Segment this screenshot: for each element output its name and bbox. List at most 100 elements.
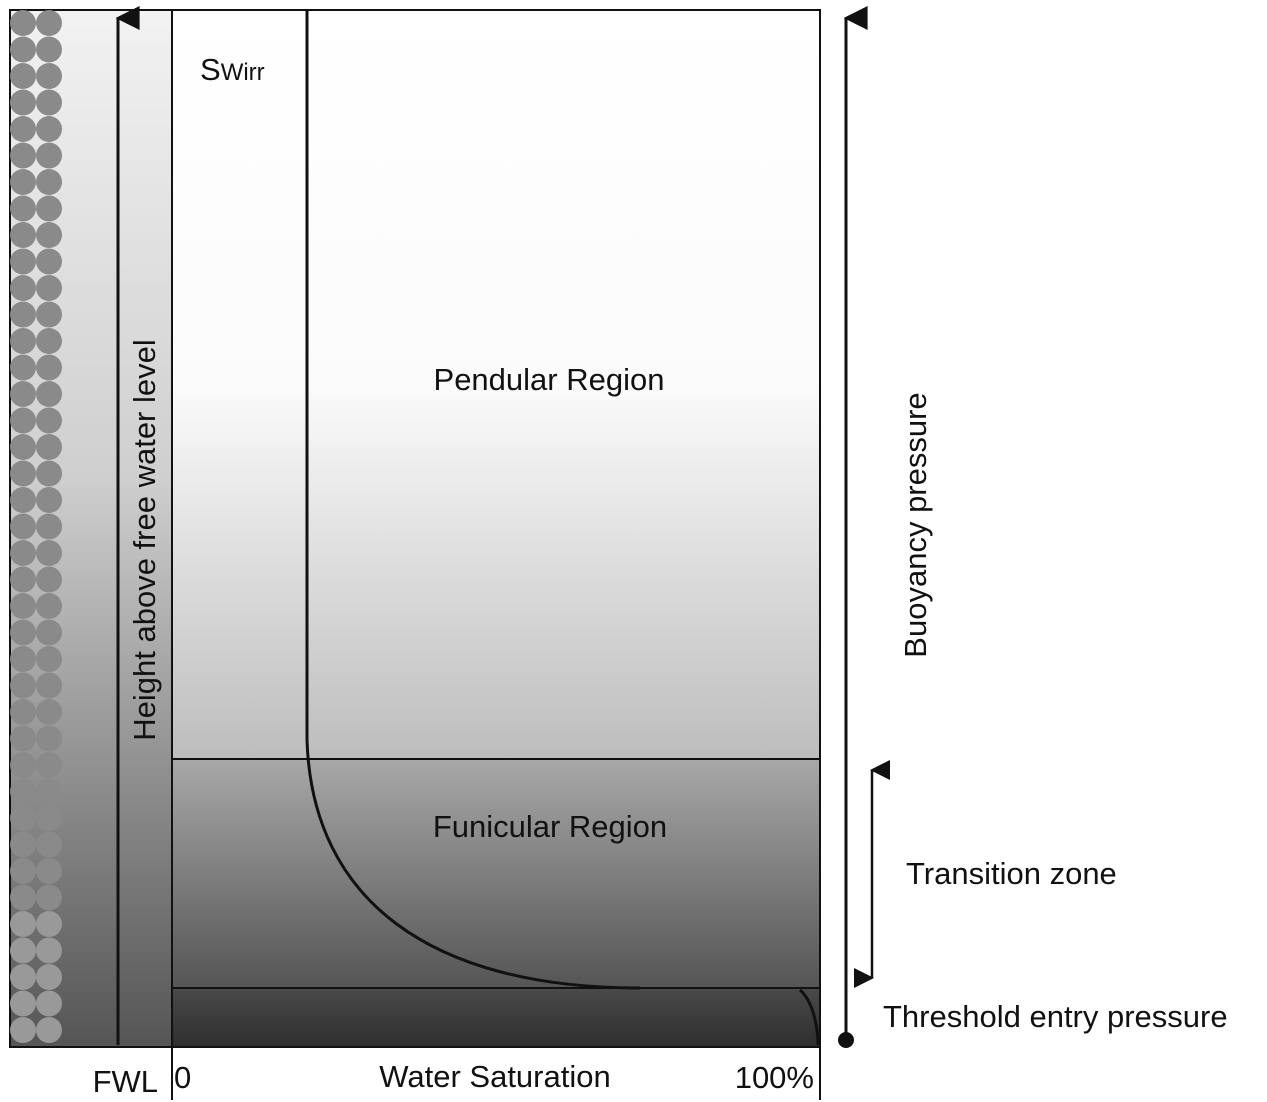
grain <box>36 381 62 407</box>
grain <box>10 566 36 593</box>
grain <box>36 831 62 858</box>
funicular-zone <box>172 759 820 988</box>
fwl-label: FWL <box>93 1064 158 1099</box>
grain <box>10 381 36 407</box>
grain <box>36 407 62 434</box>
grain <box>36 619 62 646</box>
grain <box>10 195 36 222</box>
grain <box>10 169 36 195</box>
grain <box>36 169 62 195</box>
grain <box>10 1017 36 1043</box>
grain <box>36 725 62 752</box>
x-start-label: 0 <box>174 1060 191 1095</box>
grain <box>10 725 36 752</box>
entry-curve <box>798 988 820 1046</box>
grain <box>36 540 62 566</box>
grain <box>36 434 62 460</box>
grain <box>10 513 36 540</box>
grain <box>36 699 62 725</box>
grain <box>10 222 36 248</box>
grain <box>36 328 62 354</box>
grain <box>36 248 62 275</box>
grain <box>36 513 62 540</box>
grain <box>10 407 36 434</box>
grain <box>10 699 36 725</box>
grain <box>10 831 36 858</box>
grain <box>10 778 36 805</box>
grain <box>10 89 36 116</box>
pendular-zone <box>172 10 820 759</box>
grain <box>10 63 36 89</box>
grain <box>36 10 62 36</box>
grain <box>36 672 62 699</box>
grain <box>10 752 36 778</box>
grain <box>36 566 62 593</box>
funicular-label: Funicular Region <box>433 809 667 844</box>
grain <box>10 487 36 513</box>
swirr-sub: Wirr <box>221 59 265 86</box>
grain <box>10 142 36 169</box>
grain <box>36 752 62 778</box>
grain <box>10 354 36 381</box>
grains <box>10 10 62 1043</box>
grain <box>10 858 36 884</box>
grain <box>10 884 36 911</box>
grain <box>36 301 62 328</box>
grain <box>10 460 36 487</box>
grain <box>36 116 62 142</box>
grain <box>36 937 62 964</box>
grain <box>10 275 36 301</box>
grain <box>10 248 36 275</box>
grain <box>36 195 62 222</box>
grain <box>10 540 36 566</box>
grain <box>10 593 36 619</box>
grain <box>10 964 36 990</box>
grain <box>10 672 36 699</box>
grain <box>10 301 36 328</box>
threshold-zone <box>172 988 820 1047</box>
threshold-label: Threshold entry pressure <box>883 999 1228 1034</box>
grain <box>10 36 36 63</box>
grain <box>36 354 62 381</box>
grain <box>36 487 62 513</box>
grain <box>10 619 36 646</box>
grain <box>10 10 36 36</box>
grain <box>36 36 62 63</box>
grain <box>36 805 62 831</box>
grain <box>36 593 62 619</box>
swirr-main: S <box>200 52 221 87</box>
grain <box>10 805 36 831</box>
grain <box>36 222 62 248</box>
x-axis-label: Water Saturation <box>379 1059 610 1094</box>
grain <box>10 328 36 354</box>
x-end-label: 100% <box>735 1060 814 1095</box>
grain <box>36 1017 62 1043</box>
grain <box>36 990 62 1017</box>
pendular-label: Pendular Region <box>434 362 665 397</box>
grain <box>36 142 62 169</box>
buoyancy-origin <box>838 1032 854 1048</box>
buoyancy-label: Buoyancy pressure <box>898 392 933 657</box>
grain <box>36 275 62 301</box>
grain <box>36 858 62 884</box>
saturation-curve <box>305 10 641 990</box>
swirr-label: SWirr <box>200 52 265 87</box>
grain <box>36 884 62 911</box>
y-axis-label: Height above free water level <box>127 339 162 741</box>
plot-frame <box>171 9 821 1048</box>
grain <box>36 911 62 937</box>
grain <box>36 778 62 805</box>
grain <box>36 89 62 116</box>
grain <box>10 990 36 1017</box>
grain <box>36 646 62 672</box>
grain <box>10 434 36 460</box>
grain <box>10 646 36 672</box>
grain <box>10 911 36 937</box>
grain <box>36 460 62 487</box>
transition-label: Transition zone <box>906 856 1117 891</box>
grain <box>36 964 62 990</box>
grain <box>10 116 36 142</box>
grain <box>36 63 62 89</box>
grain <box>10 937 36 964</box>
